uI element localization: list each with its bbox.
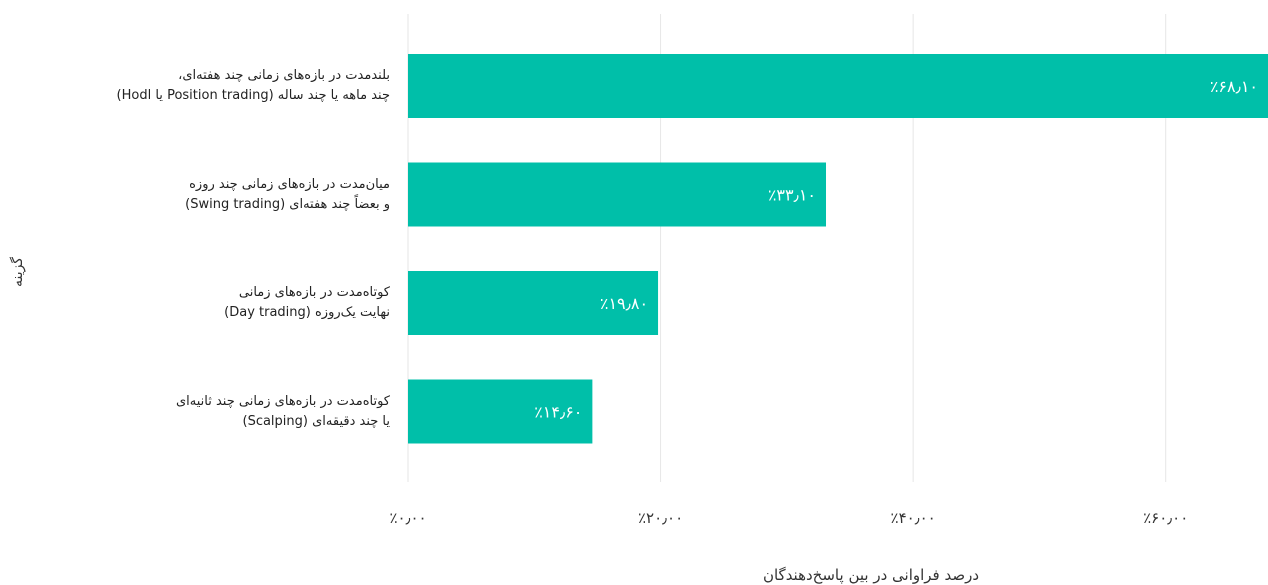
x-tick-label: ٪۶۰٫۰۰ (1143, 509, 1188, 527)
bar-value-label: ٪۳۳٫۱۰ (768, 186, 816, 205)
category-label: میان‌مدت در بازه‌های زمانی چند روزه و بعض… (30, 175, 390, 215)
x-tick-label: ٪۰٫۰۰ (389, 509, 426, 527)
x-tick-label: ٪۴۰٫۰۰ (891, 509, 936, 527)
category-label-line: و بعضاً چند هفته‌ای (Swing trading) (185, 196, 390, 212)
category-label-line: نهایت یک‌روزه (Day trading) (224, 305, 390, 320)
category-label: کوتاه‌مدت در بازه‌های زمانی چند ثانیه‌ای… (30, 392, 390, 432)
bar-value-label: ٪۱۹٫۸۰ (600, 294, 648, 313)
bar (408, 54, 1268, 118)
x-axis-title: درصد فراوانی در بین پاسخ‌دهندگان (762, 566, 980, 584)
category-label-line: چند ماهه یا چند ساله (Position trading ی… (116, 88, 390, 103)
category-label-line: میان‌مدت در بازه‌های زمانی چند روزه (189, 176, 390, 192)
category-label: بلندمدت در بازه‌های زمانی چند هفته‌ای، چن… (30, 66, 390, 106)
category-label-line: کوتاه‌مدت در بازه‌های زمانی چند ثانیه‌ای (175, 393, 390, 409)
x-tick-label: ٪۲۰٫۰۰ (638, 509, 683, 527)
category-label: کوتاه‌مدت در بازه‌های زمانی نهایت یک‌روزه… (30, 283, 390, 323)
bar-value-label: ٪۶۸٫۱۰ (1210, 77, 1258, 96)
category-label-line: بلندمدت در بازه‌های زمانی چند هفته‌ای، (178, 68, 390, 83)
bar (408, 162, 827, 227)
category-label-line: یا چند دقیقه‌ای (Scalping) (242, 413, 390, 429)
bar-value-label: ٪۱۴٫۶۰ (534, 403, 582, 422)
bar (408, 271, 659, 335)
y-axis-title: گزینه (10, 256, 26, 288)
category-label-line: کوتاه‌مدت در بازه‌های زمانی (238, 285, 390, 300)
bar (408, 379, 593, 444)
